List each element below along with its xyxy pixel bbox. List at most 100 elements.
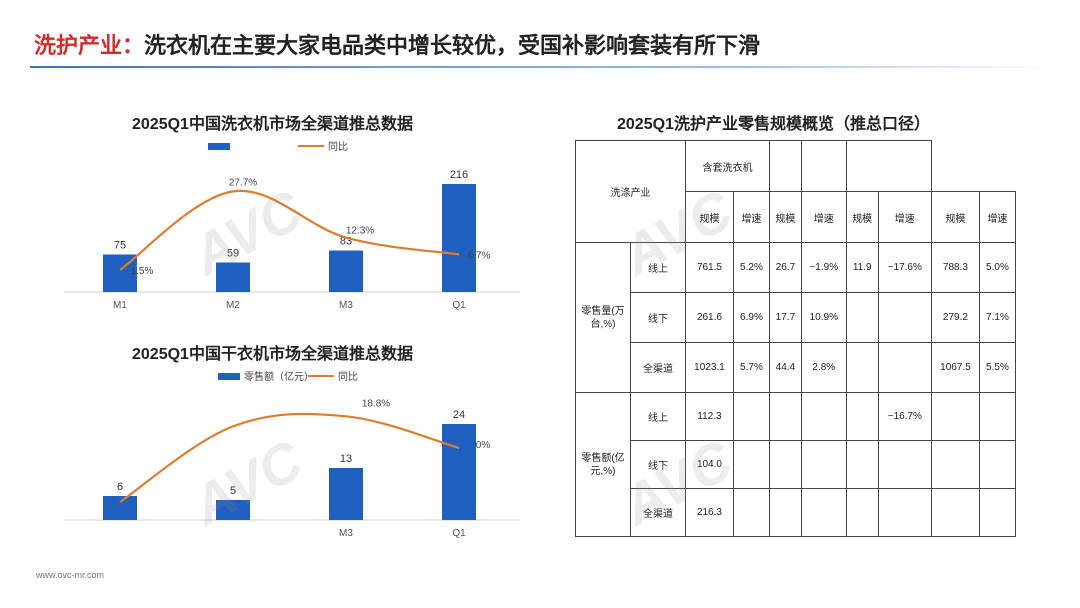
dryer-chart: 零售额（亿元） 同比 6 5 13 24 M3 Q1 18.8% 0%	[64, 370, 520, 539]
yoy-value-label: 0%	[476, 440, 491, 451]
yoy-line	[119, 189, 460, 271]
bar	[216, 500, 250, 520]
bar	[442, 184, 476, 292]
category-label: Q1	[452, 300, 466, 311]
table-group-header	[845, 140, 932, 192]
yoy-value-label: 12.3%	[346, 226, 374, 237]
yoy-value-label: 6.7%	[468, 250, 491, 261]
table-cell: 112.3	[685, 392, 734, 441]
title-rest: 洗衣机在主要大家电品类中增长较优，受国补影响套装有所下滑	[144, 33, 761, 58]
table-title: 2025Q1洗护产业零售规模概览（推总口径）	[617, 116, 930, 133]
table-cell	[800, 440, 847, 489]
table-row-label: 全渠道	[630, 342, 686, 393]
table-cell: 26.7	[768, 242, 802, 293]
table-cell: 104.0	[685, 440, 734, 489]
table-cell	[845, 392, 879, 441]
retail-scale-table: 洗涤产业 含套洗衣机 规模 增速 规模 增速 规模 增速 规模 增速 零售量(万台,%) 线上 761.…	[575, 140, 1017, 537]
table-cell: 11.9	[845, 242, 879, 293]
table-cell: 761.5	[685, 242, 734, 293]
bar-value-label: 59	[227, 248, 239, 260]
table-cell	[877, 342, 932, 393]
table-cell: −17.6%	[877, 242, 932, 293]
bar	[329, 250, 363, 292]
table-cell: 17.7	[768, 292, 802, 343]
table-cell	[930, 440, 980, 489]
table-cell: 5.0%	[978, 242, 1017, 293]
table-cell: 279.2	[930, 292, 980, 343]
table-cell	[845, 292, 879, 343]
table-sub-header: 增速	[978, 191, 1017, 243]
table-sub-header: 规模	[930, 191, 980, 243]
table-row-label: 线上	[630, 392, 686, 441]
yoy-line	[119, 412, 460, 503]
title-divider	[30, 66, 1054, 68]
table-cell: 788.3	[930, 242, 980, 293]
table-cell	[930, 488, 980, 537]
bar	[103, 496, 137, 520]
category-label: M3	[339, 300, 353, 311]
yoy-value-label: 27.7%	[229, 177, 257, 188]
legend-line-label: 同比	[338, 371, 358, 383]
table-cell	[800, 488, 847, 537]
table-section-label: 零售额(亿元,%)	[575, 392, 631, 537]
table-cell: 5.5%	[978, 342, 1017, 393]
bar-value-label: 216	[450, 169, 468, 181]
table-row-label: 线下	[630, 440, 686, 489]
bar	[442, 424, 476, 520]
table-sub-header: 增速	[800, 191, 847, 243]
table-cell: 6.9%	[732, 292, 770, 343]
table-cell: 5.7%	[732, 342, 770, 393]
table-sub-header: 增速	[877, 191, 932, 243]
table-cell: 1067.5	[930, 342, 980, 393]
table-group-header	[768, 140, 802, 192]
legend-bar-label: 零售额（亿元）	[244, 370, 314, 383]
table-group-header	[800, 140, 847, 192]
table-row-label: 线上	[630, 242, 686, 293]
yoy-value-label: 18.8%	[362, 398, 390, 409]
table-cell	[978, 392, 1017, 441]
table-sub-header: 增速	[732, 191, 770, 243]
bar	[216, 262, 250, 292]
table-row-label: 线下	[630, 292, 686, 343]
table-cell: 5.2%	[732, 242, 770, 293]
footer-url: www.ovc-mr.com	[36, 570, 105, 580]
table-cell	[768, 488, 802, 537]
table-cell: −1.9%	[800, 242, 847, 293]
bar-value-label: 6	[117, 481, 123, 493]
page-title: 洗护产业：洗衣机在主要大家电品类中增长较优，受国补影响套装有所下滑	[34, 28, 760, 60]
table-cell	[732, 440, 770, 489]
table-cell: −16.7%	[877, 392, 932, 441]
table-cell	[768, 392, 802, 441]
chart1-title: 2025Q1中国洗衣机市场全渠道推总数据	[132, 116, 413, 133]
table-cell: 44.4	[768, 342, 802, 393]
bar-value-label: 13	[340, 453, 352, 465]
table-cell	[845, 440, 879, 489]
legend-line-label: 同比	[328, 141, 348, 153]
legend-bar-swatch	[218, 373, 240, 380]
bar-value-label: 75	[114, 240, 126, 252]
bar-value-label: 24	[453, 409, 465, 421]
table-corner-header: 洗涤产业	[575, 140, 686, 243]
yoy-value-label: 1.5%	[131, 266, 154, 277]
table-cell	[978, 488, 1017, 537]
bar-value-label: 5	[230, 485, 236, 497]
table-cell	[877, 292, 932, 343]
table-section-label: 零售量(万台,%)	[575, 242, 631, 393]
table-cell	[845, 342, 879, 393]
category-label: M2	[226, 300, 240, 311]
table-cell	[732, 488, 770, 537]
table-cell: 261.6	[685, 292, 734, 343]
table-cell	[877, 488, 932, 537]
table-cell	[930, 392, 980, 441]
chart2-title: 2025Q1中国干衣机市场全渠道推总数据	[132, 346, 413, 363]
category-label: Q1	[452, 528, 466, 539]
table-cell: 2.8%	[800, 342, 847, 393]
category-label: M3	[339, 528, 353, 539]
table-group-header: 含套洗衣机	[685, 140, 770, 192]
title-highlight: 洗护产业：	[34, 33, 145, 58]
table-cell: 216.3	[685, 488, 734, 537]
table-cell	[845, 488, 879, 537]
table-row-label: 全渠道	[630, 488, 686, 537]
table-cell: 1023.1	[685, 342, 734, 393]
